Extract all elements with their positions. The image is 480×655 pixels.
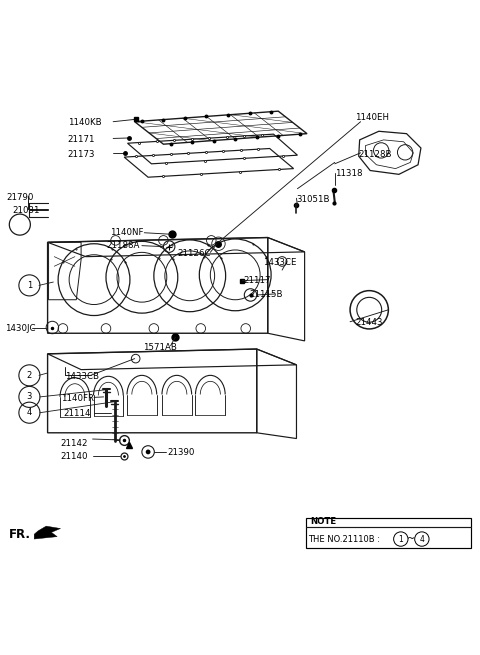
Text: 1: 1 xyxy=(27,281,32,290)
Text: 21188A: 21188A xyxy=(106,240,139,250)
Text: 1430JC: 1430JC xyxy=(4,324,35,333)
Text: 21126C: 21126C xyxy=(178,249,211,258)
Text: 1140NF: 1140NF xyxy=(110,228,144,237)
Text: 21390: 21390 xyxy=(167,449,194,457)
Text: 21173: 21173 xyxy=(68,150,95,159)
Text: 1: 1 xyxy=(398,534,403,544)
Polygon shape xyxy=(34,526,60,539)
Text: 4: 4 xyxy=(27,408,32,417)
Text: 2: 2 xyxy=(27,371,32,380)
Text: 1433CB: 1433CB xyxy=(65,372,99,381)
Circle shape xyxy=(146,449,151,455)
Text: 3: 3 xyxy=(27,392,32,402)
Text: 21128B: 21128B xyxy=(359,150,392,159)
Text: 21142: 21142 xyxy=(60,439,88,448)
Text: 1571AB: 1571AB xyxy=(144,343,177,352)
Text: FR.: FR. xyxy=(9,528,31,541)
Text: NOTE: NOTE xyxy=(310,517,336,527)
Text: 1140KB: 1140KB xyxy=(68,118,101,127)
Text: 21031: 21031 xyxy=(12,206,40,215)
Text: 21790: 21790 xyxy=(6,193,34,202)
Text: 21171: 21171 xyxy=(68,135,95,144)
Text: ~: ~ xyxy=(408,534,415,544)
Text: 4: 4 xyxy=(420,534,424,544)
Text: 31051B: 31051B xyxy=(297,195,330,204)
Text: 1140FR: 1140FR xyxy=(60,394,94,403)
Text: 21114: 21114 xyxy=(63,409,90,418)
Text: 11318: 11318 xyxy=(335,169,362,178)
Text: 21140: 21140 xyxy=(60,452,88,461)
Text: 1140EH: 1140EH xyxy=(355,113,389,122)
Text: 21443: 21443 xyxy=(355,318,383,328)
Text: 1433CE: 1433CE xyxy=(263,258,297,267)
Text: 21117: 21117 xyxy=(244,276,271,285)
Text: THE NO.21110B :: THE NO.21110B : xyxy=(309,534,383,544)
Text: 21115B: 21115B xyxy=(250,290,283,299)
